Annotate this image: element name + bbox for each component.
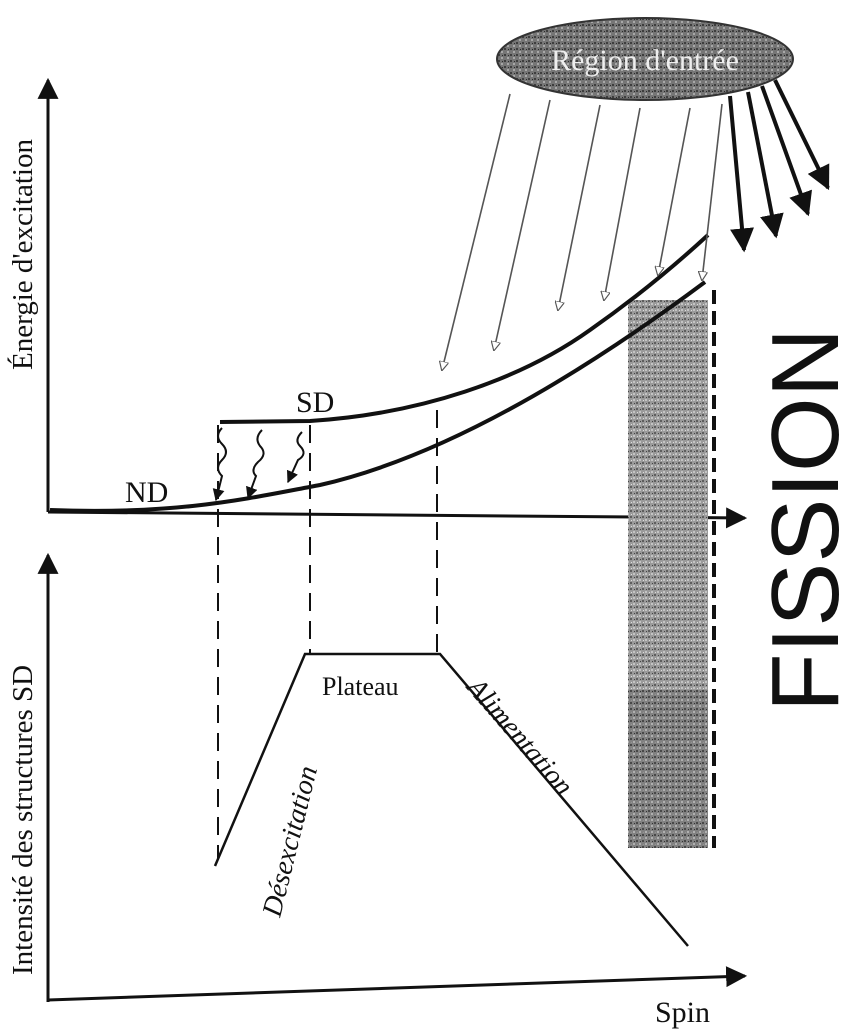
fission-band-lower <box>628 690 708 848</box>
nd-label: ND <box>125 476 168 509</box>
feeding-arrow <box>558 104 601 310</box>
fission-arrow <box>760 85 812 217</box>
entry-region-label: Région d'entrée <box>551 44 739 77</box>
sd-label: SD <box>296 386 334 419</box>
fission-label: FISSION <box>752 328 857 712</box>
intensity-profile <box>213 652 689 947</box>
feeding-arrow <box>702 103 723 280</box>
fission-arrow <box>746 91 784 239</box>
spin-axis-label: Spin <box>655 996 710 1029</box>
alimentation-label: Alimentation <box>459 671 579 802</box>
decay-arrow-3 <box>287 431 305 484</box>
feeding-arrow <box>494 99 551 350</box>
decay-arrow-2 <box>246 429 265 500</box>
fission-arrow <box>773 79 830 191</box>
feeding-arrow <box>442 93 511 370</box>
desexcitation-label: Désexcitation <box>256 763 324 921</box>
feeding-arrow <box>658 107 691 275</box>
top-y-axis-label: Énergie d'excitation <box>6 139 39 370</box>
bottom-x-axis <box>47 966 748 1002</box>
feeding-arrows <box>442 93 723 370</box>
plateau-label: Plateau <box>322 672 399 701</box>
fission-arrows <box>728 79 830 253</box>
feeding-arrow <box>604 107 641 300</box>
nd-curve <box>49 280 707 513</box>
entry-region <box>496 17 794 101</box>
bottom-y-axis-label: Intensité des structures SD <box>7 665 39 975</box>
fission-arrow <box>728 95 754 253</box>
